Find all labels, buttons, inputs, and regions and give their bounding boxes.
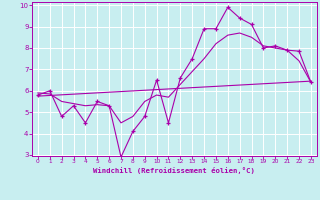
X-axis label: Windchill (Refroidissement éolien,°C): Windchill (Refroidissement éolien,°C) — [93, 167, 255, 174]
